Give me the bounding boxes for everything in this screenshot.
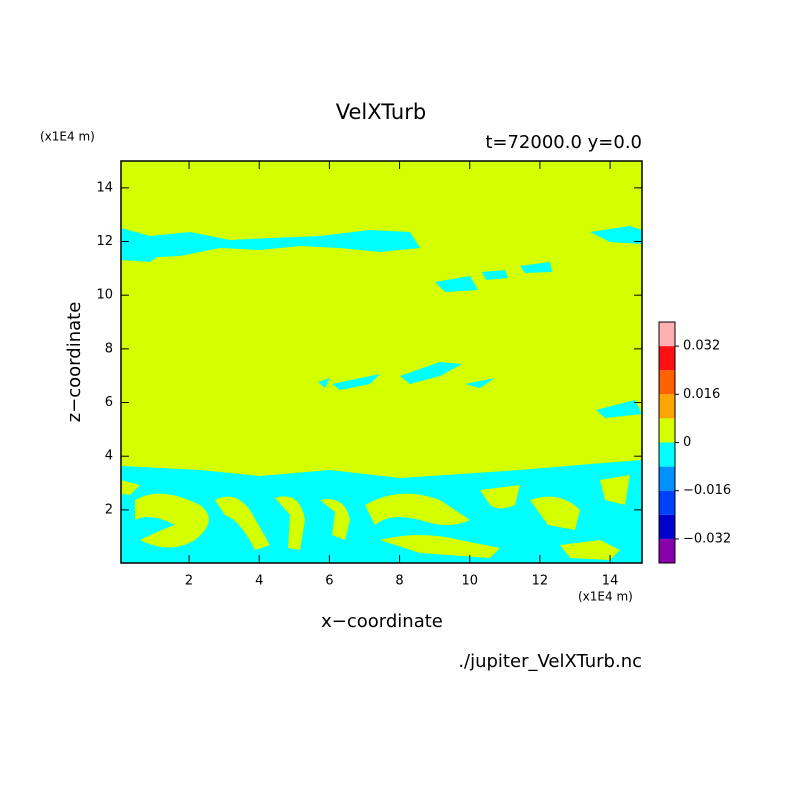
x-unit: (x1E4 m) [578, 590, 633, 604]
chart-subtitle: t=72000.0 y=0.0 [485, 132, 642, 153]
positive-region [121, 475, 630, 560]
x-tick-label: 14 [602, 574, 619, 589]
plot-frame [120, 160, 643, 564]
colorbar-swatch [659, 394, 675, 419]
y-axis-label: z−coordinate [64, 302, 85, 423]
x-tick-label: 6 [325, 574, 333, 589]
colorbar-tick-label: −0.032 [683, 531, 731, 546]
colorbar-tick-label: −0.016 [683, 483, 731, 498]
x-tick-label: 4 [255, 574, 263, 589]
y-tick-label: 2 [105, 502, 113, 517]
x-axis-label: x−coordinate [321, 611, 443, 632]
colorbar-swatch [659, 322, 675, 347]
y-tick-label: 10 [96, 288, 113, 303]
y-tick-label: 6 [105, 395, 113, 410]
colorbar-swatch [659, 514, 675, 539]
contour-field [120, 160, 643, 564]
chart-title: VelXTurb [336, 100, 426, 124]
colorbar-swatch [659, 466, 675, 491]
x-tick-label: 12 [532, 574, 549, 589]
colorbar-swatch [659, 418, 675, 443]
y-tick-label: 14 [96, 180, 113, 195]
colorbar-tick-label: 0.032 [683, 339, 720, 354]
colorbar-swatch [659, 370, 675, 395]
source-file: ./jupiter_VelXTurb.nc [458, 651, 642, 672]
y-tick-label: 12 [96, 234, 113, 249]
y-unit: (x1E4 m) [40, 130, 95, 144]
y-tick-label: 8 [105, 341, 113, 356]
colorbar-swatch [659, 346, 675, 371]
axes: 2 4 6 8 10 12 14 2 4 6 8 10 12 14 [96, 161, 642, 589]
x-tick-label: 2 [185, 574, 193, 589]
y-tick-label: 4 [105, 449, 113, 464]
colorbar-tick-label: 0 [683, 435, 691, 450]
x-tick-label: 8 [395, 574, 403, 589]
colorbar-swatch [659, 490, 675, 515]
x-tick-label: 10 [461, 574, 478, 589]
colorbar-tick-label: 0.016 [683, 387, 720, 402]
colorbar-swatch [659, 538, 675, 563]
colorbar-swatch [659, 442, 675, 467]
colorbar: −0.032 −0.016 0 0.016 0.032 [658, 321, 731, 564]
